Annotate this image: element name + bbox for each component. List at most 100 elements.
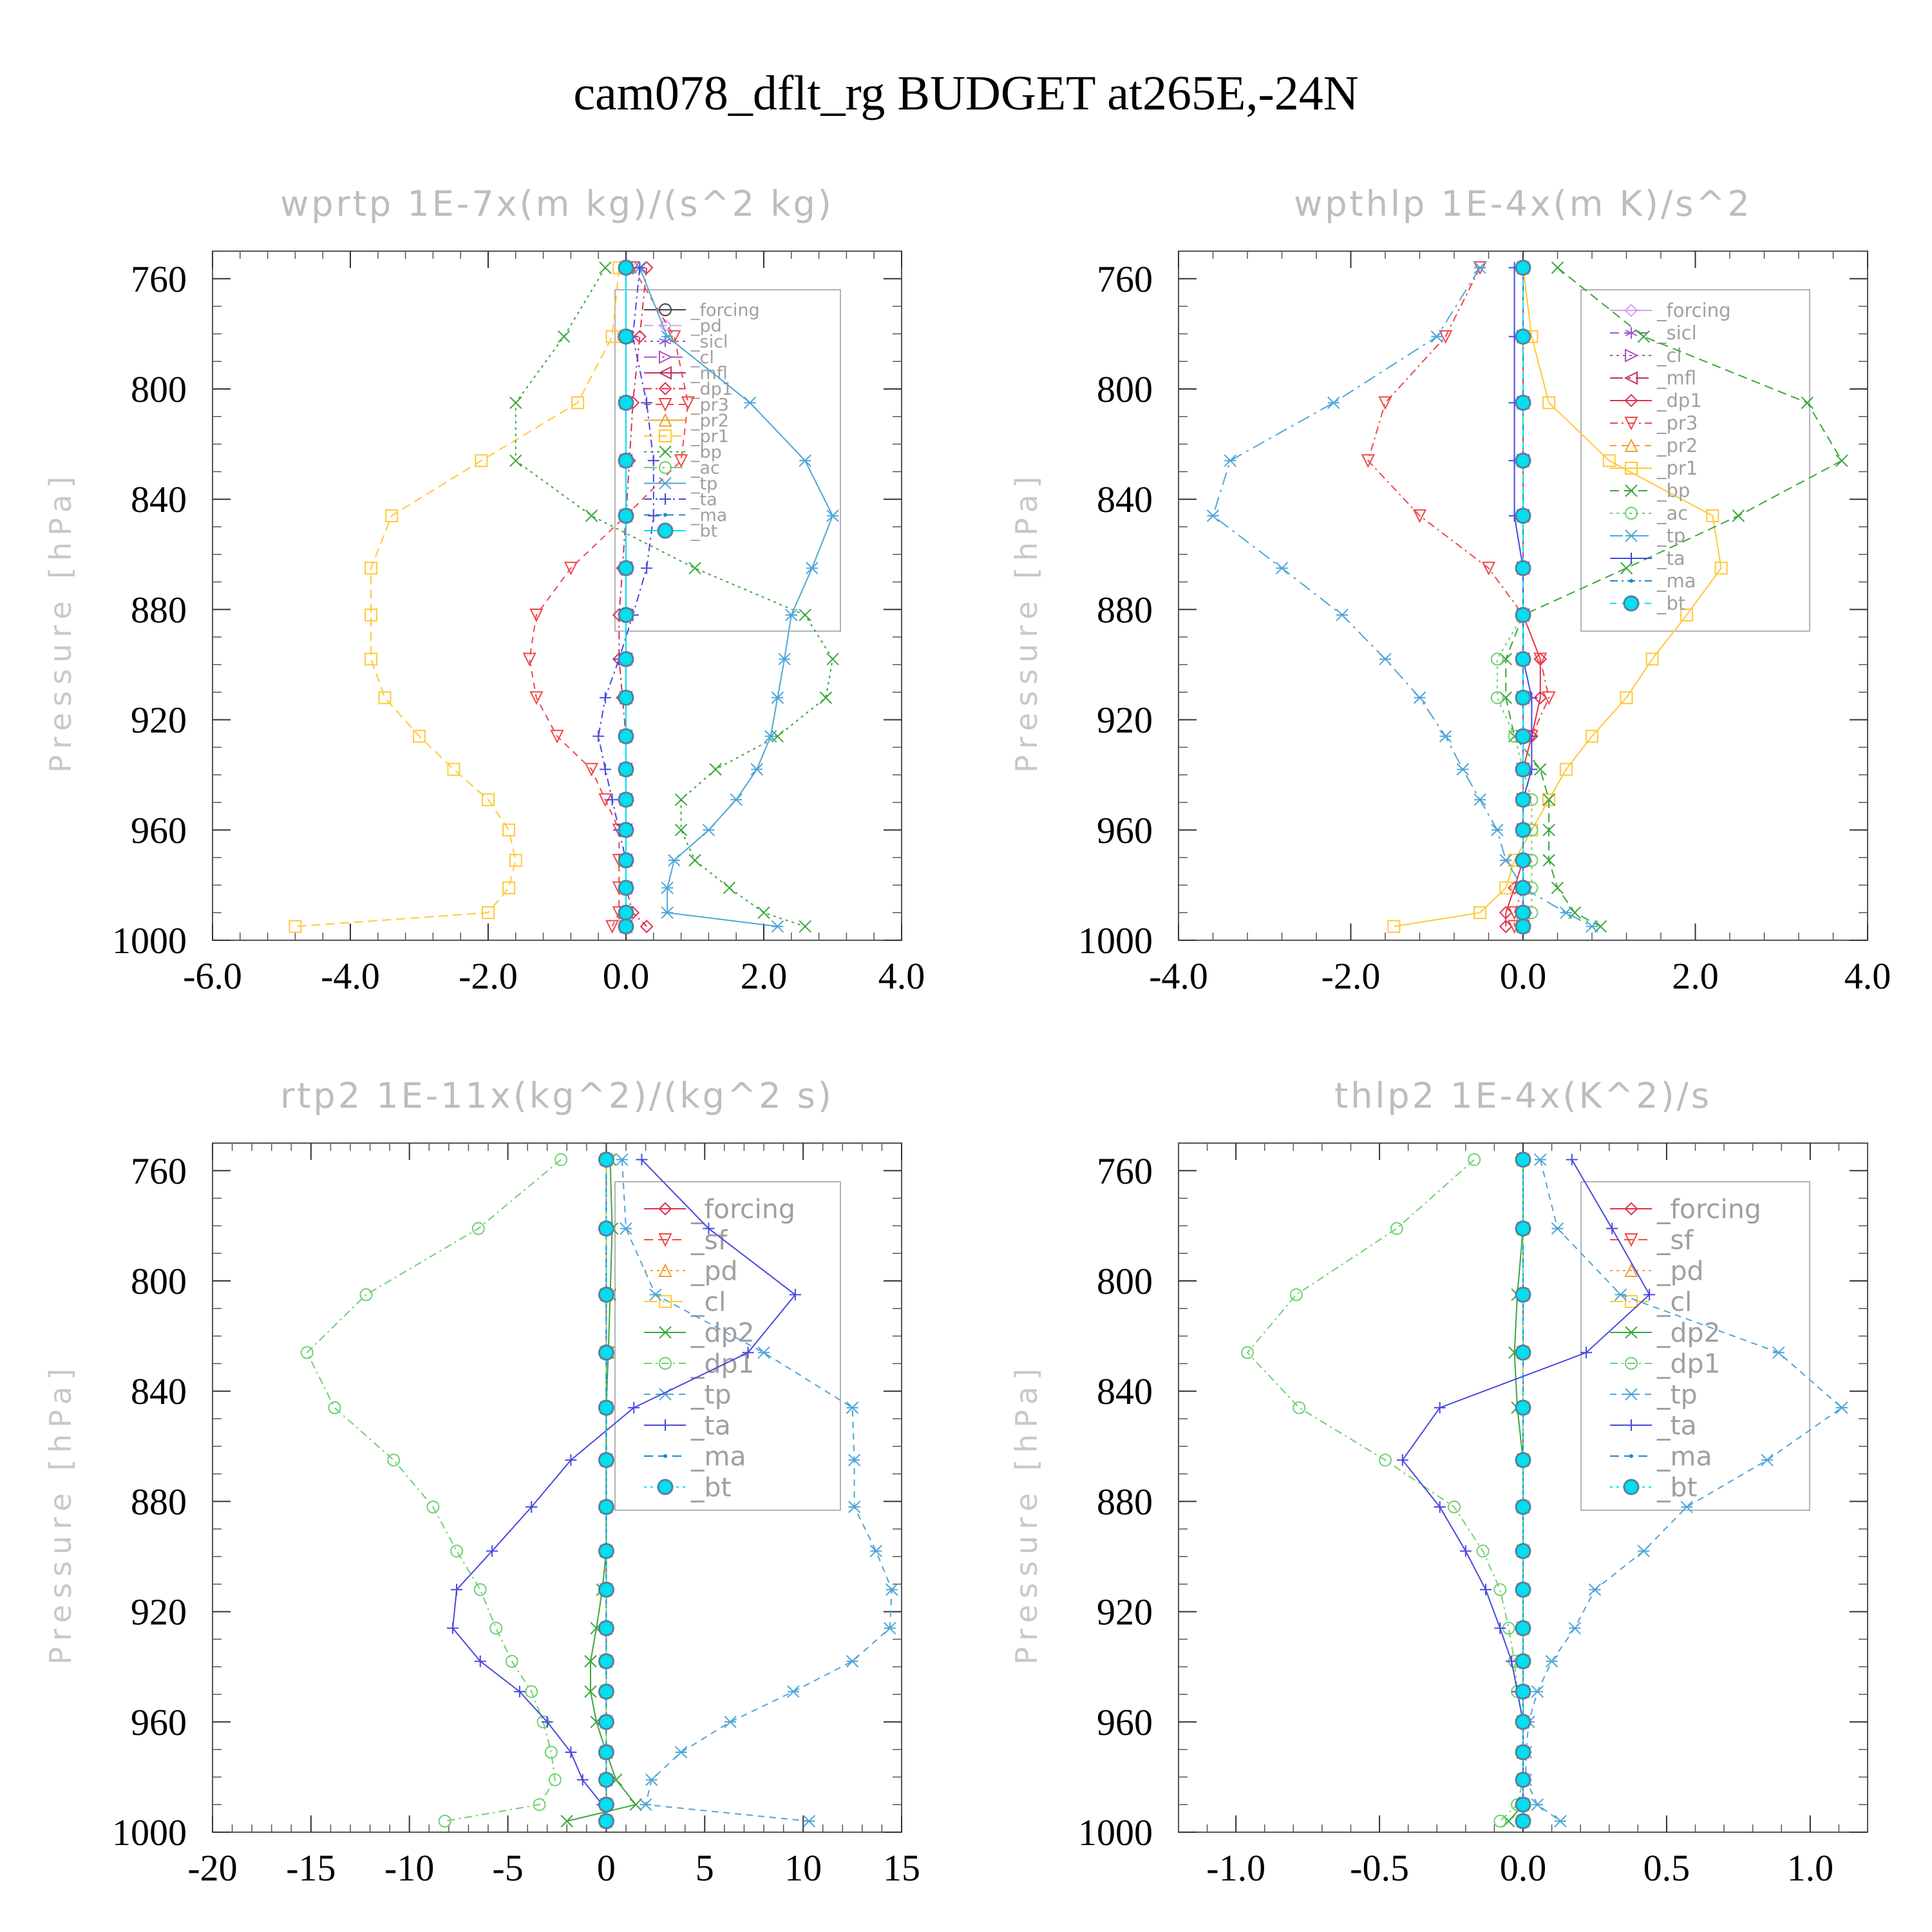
data-point (1515, 560, 1531, 576)
data-point (1531, 1798, 1544, 1811)
data-point (1542, 854, 1555, 867)
data-point (1614, 1288, 1627, 1302)
data-point (649, 1288, 662, 1302)
x-tick-label: -15 (286, 1847, 336, 1889)
data-point (554, 1153, 568, 1166)
data-point (632, 330, 647, 344)
data-point (598, 1344, 614, 1361)
data-point (819, 691, 833, 705)
data-point (1491, 824, 1504, 837)
data-point (571, 396, 585, 410)
data-point (618, 761, 634, 778)
data-point (661, 906, 674, 919)
data-point (1412, 509, 1427, 524)
data-point (565, 1746, 577, 1758)
data-point (1551, 261, 1564, 274)
data-point (799, 454, 811, 467)
legend-label: _pr3 (690, 395, 729, 415)
legend-marker (1625, 327, 1638, 339)
data-point (846, 1654, 859, 1668)
legend-label: _dp1 (1656, 1348, 1721, 1379)
data-point (1515, 507, 1531, 524)
data-point (502, 823, 516, 837)
data-point (618, 328, 634, 345)
data-point (1241, 1346, 1254, 1359)
y-tick-label: 800 (131, 1260, 187, 1302)
y-tick-label: 840 (131, 1370, 187, 1412)
data-point (1387, 920, 1401, 933)
data-point (387, 1454, 401, 1467)
series-line (295, 267, 620, 927)
legend-label: _ta (1656, 547, 1685, 569)
data-point (1473, 261, 1486, 274)
legend-box (1580, 289, 1810, 632)
data-point (724, 1716, 737, 1728)
legend-marker (658, 1202, 672, 1216)
data-point (674, 793, 688, 806)
data-point (1637, 330, 1650, 343)
x-tick-label: 4.0 (1844, 955, 1891, 997)
data-point (661, 330, 674, 343)
legend-label: _forcing (1656, 1193, 1761, 1224)
data-point (1515, 650, 1531, 667)
data-point (598, 1151, 614, 1168)
data-point (1515, 1653, 1531, 1670)
data-point (1499, 854, 1512, 867)
data-point (592, 730, 605, 743)
data-point (541, 1716, 553, 1728)
data-point (647, 455, 659, 467)
legend-marker (1624, 371, 1638, 385)
legend-marker (1625, 1295, 1638, 1308)
x-tick-label: 0.0 (1500, 955, 1547, 997)
legend-label: _tp (690, 1379, 732, 1410)
data-point (703, 1222, 715, 1235)
data-point (1206, 509, 1220, 522)
y-tick-label: 760 (131, 258, 187, 300)
data-point (598, 1796, 614, 1813)
x-tick-label: 2.0 (1672, 955, 1719, 997)
y-tick-label: 840 (131, 478, 187, 520)
legend-label: _ta (690, 1410, 731, 1441)
data-point (1515, 452, 1531, 469)
data-point (771, 920, 784, 933)
legend-label: _sicl (690, 332, 728, 352)
data-point (1224, 454, 1236, 467)
data-point (598, 1452, 614, 1468)
data-point (1515, 1714, 1531, 1730)
data-point (1379, 1454, 1392, 1467)
data-point (413, 730, 426, 743)
y-tick-label: 960 (131, 810, 187, 851)
legend-label: _forcing (1656, 299, 1731, 321)
panel-title: wprtp 1E-7x(m kg)/(s^2 kg) (280, 184, 834, 224)
data-point (1568, 1622, 1581, 1634)
legend-marker (1625, 1357, 1638, 1370)
data-point (709, 762, 722, 776)
data-point (1378, 396, 1392, 410)
data-point (618, 650, 634, 667)
data-point (629, 1798, 642, 1811)
data-point (846, 1401, 859, 1414)
legend-label: _sicl (1656, 322, 1697, 344)
legend-marker (663, 513, 667, 517)
legend-label: _ta (690, 489, 717, 509)
legend-marker (659, 1326, 672, 1339)
data-point (1473, 906, 1487, 920)
data-point (1515, 1452, 1531, 1468)
data-point (789, 1289, 801, 1301)
legend-marker (1625, 348, 1639, 363)
series-bp: _bp (509, 261, 839, 933)
legend-marker (1625, 1388, 1638, 1401)
legend-label: _bp (690, 442, 722, 462)
data-point (1515, 852, 1531, 869)
x-tick-label: -2.0 (459, 955, 518, 997)
data-point (598, 1542, 614, 1559)
data-point (1293, 1401, 1306, 1414)
data-point (1761, 1454, 1774, 1466)
y-tick-label: 920 (1097, 699, 1153, 741)
legend-marker (659, 461, 672, 474)
data-point (1515, 1744, 1531, 1761)
y-tick-label: 800 (1097, 1260, 1153, 1302)
data-point (1448, 1500, 1461, 1513)
legend-label: _ac (690, 458, 720, 478)
